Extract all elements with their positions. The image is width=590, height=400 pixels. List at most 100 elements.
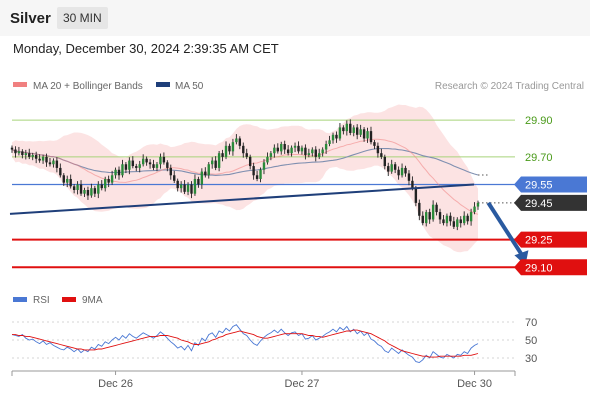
candle-body	[338, 127, 342, 139]
candle-body	[255, 175, 259, 179]
candle-body	[355, 127, 359, 135]
timestamp: Monday, December 30, 2024 2:39:35 AM CET	[13, 41, 279, 56]
current-price-label: 29.45	[525, 198, 553, 210]
candle-body	[276, 147, 279, 152]
candle-body	[83, 190, 86, 194]
candle-body	[449, 215, 452, 222]
candle-body	[114, 169, 117, 176]
support-label: 29.10	[525, 262, 553, 274]
candle-body	[383, 156, 386, 167]
candle-body	[66, 178, 69, 183]
candle-body	[245, 153, 248, 157]
rsi-tick-label: 70	[525, 317, 537, 329]
resistance-label: 29.70	[525, 152, 553, 164]
legend-swatch-ma50	[156, 82, 170, 87]
candle-body	[148, 162, 152, 165]
candle-body	[280, 144, 283, 152]
candle-body	[221, 153, 224, 157]
candle-body	[252, 166, 255, 176]
candle-body	[69, 178, 72, 187]
candle-body	[462, 215, 466, 224]
candle-body	[235, 138, 238, 143]
legend-label-ma50: MA 50	[175, 81, 204, 92]
candle-body	[473, 206, 476, 213]
timeframe-badge[interactable]: 30 MIN	[57, 7, 108, 29]
legend-swatch-rsi	[13, 297, 27, 302]
candle-body	[186, 184, 190, 192]
candle-body	[445, 215, 449, 224]
moving-averages	[11, 138, 488, 215]
candle-body	[217, 153, 221, 168]
candle-body	[162, 156, 166, 163]
candle-body	[266, 156, 269, 163]
candle-body	[404, 167, 407, 174]
candle-body	[190, 184, 193, 194]
support-tag	[514, 259, 587, 276]
candle-body	[290, 147, 293, 154]
ma20-line	[11, 138, 479, 215]
candle-body	[34, 155, 38, 159]
candle-body	[307, 153, 311, 156]
candle-body	[456, 219, 459, 227]
candle-body	[110, 175, 114, 183]
candle-body	[14, 149, 17, 154]
candle-body	[231, 142, 235, 152]
candle-body	[76, 184, 79, 190]
candle-body	[342, 127, 345, 132]
support-tag	[514, 231, 587, 248]
x-tick-label: Dec 30	[457, 378, 492, 390]
candles	[10, 119, 480, 231]
header-bar: Silver 30 MIN	[0, 0, 590, 36]
candle-body	[59, 167, 62, 176]
candle-body	[300, 147, 304, 152]
candle-body	[466, 215, 469, 222]
legend-label-ma20: MA 20 + Bollinger Bands	[33, 81, 143, 92]
candle-body	[393, 164, 397, 170]
candle-body	[421, 215, 424, 224]
candle-body	[10, 147, 14, 150]
candle-body	[297, 145, 300, 152]
candle-body	[414, 188, 418, 203]
candle-body	[387, 166, 390, 172]
level-labels: 29.90 29.70 29.55 29.45 29.25 29.10	[514, 115, 587, 276]
candle-body	[52, 160, 55, 165]
candle-body	[97, 184, 100, 194]
candle-body	[321, 149, 324, 154]
x-tick-label: Dec 27	[285, 378, 320, 390]
candle-body	[193, 178, 197, 194]
candle-body	[169, 167, 172, 176]
candle-body	[145, 158, 148, 163]
candle-body	[242, 145, 245, 154]
rsi-tick-label: 50	[525, 335, 537, 347]
candle-body	[104, 178, 107, 189]
resistance-label: 29.90	[525, 115, 553, 127]
legend-label-rsi: RSI	[33, 295, 50, 306]
rsi-line	[11, 324, 479, 363]
candle-body	[459, 219, 462, 224]
candle-body	[17, 151, 21, 154]
candle-body	[425, 212, 428, 224]
candle-body	[248, 156, 252, 167]
candle-body	[314, 149, 317, 157]
candle-body	[376, 145, 380, 154]
candle-body	[273, 147, 276, 154]
candle-body	[345, 123, 349, 132]
candle-body	[166, 162, 169, 168]
candle-body	[155, 164, 159, 168]
candle-body	[152, 164, 155, 168]
support-label: 29.25	[525, 235, 553, 247]
candle-body	[286, 149, 290, 154]
candle-body	[211, 160, 214, 165]
candle-body	[400, 167, 404, 176]
candle-body	[224, 145, 228, 157]
x-axis: Dec 26 Dec 27 Dec 30	[11, 370, 516, 390]
candle-body	[141, 158, 145, 165]
candle-body	[21, 151, 24, 156]
pivot-tag	[514, 176, 587, 193]
candle-body	[352, 127, 355, 133]
candle-body	[124, 164, 128, 170]
candle-body	[200, 171, 204, 185]
candle-body	[207, 164, 210, 176]
